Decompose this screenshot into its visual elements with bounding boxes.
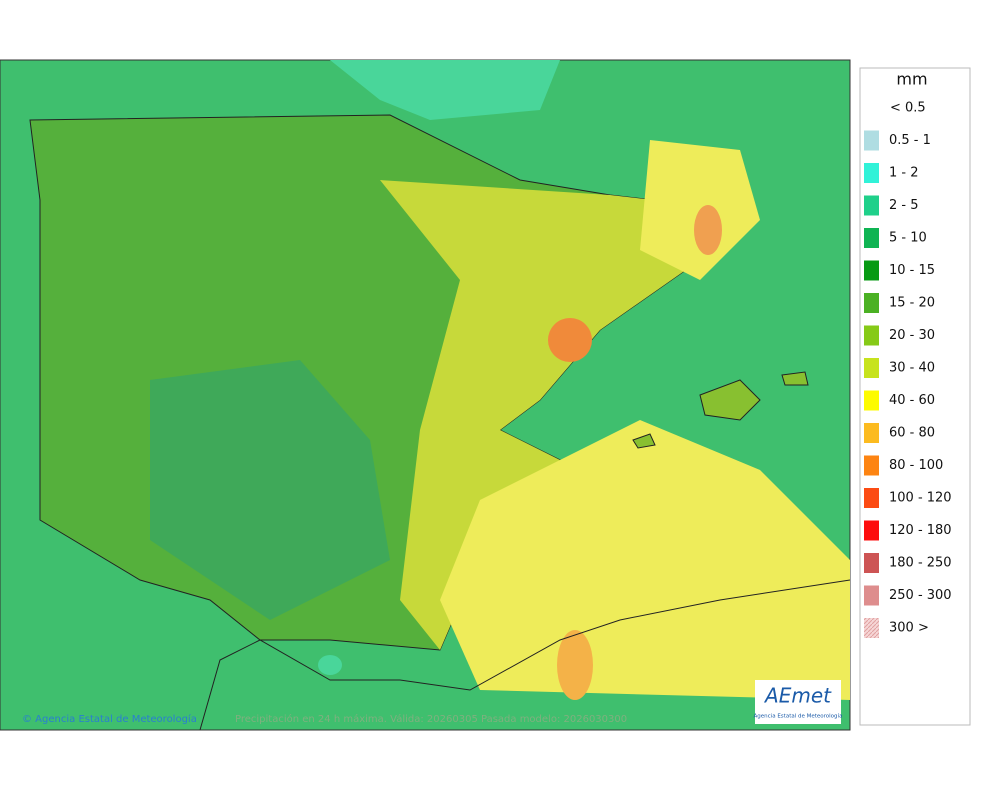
area — [318, 655, 342, 675]
legend-swatch — [864, 260, 879, 281]
legend-label: 2 - 5 — [889, 198, 919, 213]
legend-swatch — [864, 618, 879, 638]
legend-label: 15 - 20 — [889, 296, 935, 311]
legend-label: 80 - 100 — [889, 458, 943, 473]
area — [440, 420, 850, 700]
legend-title: mm — [896, 70, 927, 89]
logo-box — [755, 680, 841, 724]
legend-label: 5 - 10 — [889, 231, 927, 246]
legend-swatch — [864, 455, 879, 476]
legend-label: 60 - 80 — [889, 426, 935, 441]
legend-label: 20 - 30 — [889, 328, 935, 343]
legend-label: 180 - 250 — [889, 556, 952, 571]
logo-subtitle: Agencia Estatal de Meteorología — [754, 713, 843, 720]
legend-swatch — [864, 358, 879, 378]
legend-swatch — [864, 585, 879, 606]
legend-label: 0.5 - 1 — [889, 133, 931, 148]
africa-coast — [199, 579, 851, 731]
legend-swatch — [864, 520, 879, 541]
island — [781, 371, 809, 386]
legend-label: 100 - 120 — [889, 491, 952, 506]
legend-label: 1 - 2 — [889, 166, 919, 181]
area — [330, 60, 560, 120]
legend-swatch — [864, 130, 879, 151]
legend-swatch — [864, 553, 879, 573]
island — [632, 433, 656, 449]
area — [694, 205, 722, 255]
legend-label: 10 - 15 — [889, 263, 935, 278]
legend-swatch — [864, 423, 879, 443]
legend-swatch — [864, 293, 879, 313]
area — [150, 360, 390, 620]
legend: mm < 0.5 0.5 - 1 1 - 2 2 - 5 5 - 10 10 - 15 15… — [859, 67, 971, 726]
legend-swatch — [864, 390, 879, 411]
legend-label: 40 - 60 — [889, 393, 935, 408]
legend-swatch — [864, 488, 879, 508]
legend-swatch — [864, 228, 879, 248]
legend-label: 250 - 300 — [889, 588, 952, 603]
copyright: © Agencia Estatal de Meteorología — [22, 713, 197, 725]
legend-label: 120 - 180 — [889, 523, 952, 538]
legend-swatch — [864, 195, 879, 216]
legend-label: 30 - 40 — [889, 361, 935, 376]
legend-swatch — [864, 163, 879, 183]
caption: Precipitación en 24 h máxima. Válida: 20… — [235, 713, 627, 725]
map: © Agencia Estatal de Meteorología Precip… — [0, 59, 851, 731]
legend-label: < 0.5 — [890, 101, 926, 116]
legend-label: 300 > — [889, 621, 929, 636]
logo: AEmet — [763, 684, 832, 708]
area — [557, 630, 593, 700]
legend-swatch — [864, 325, 879, 346]
area — [548, 318, 592, 362]
island — [699, 379, 761, 421]
